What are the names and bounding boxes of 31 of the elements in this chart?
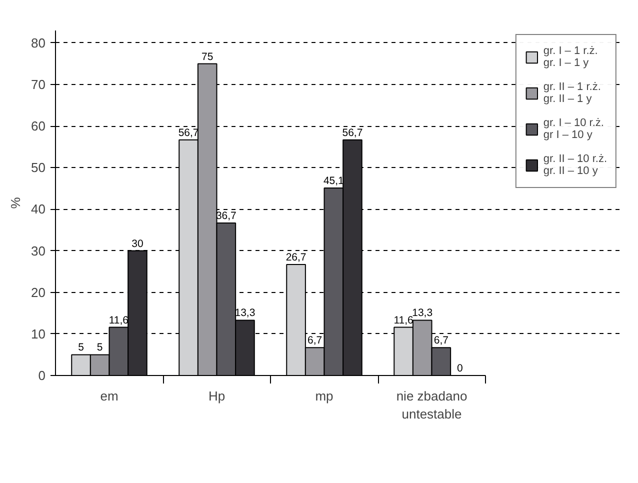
data-label: 11,6 [394, 314, 414, 326]
data-label: 5 [96, 342, 103, 354]
y-tick-label: 20 [31, 284, 46, 300]
data-label: 5 [78, 342, 84, 354]
y-tick-label: 40 [31, 202, 46, 217]
data-label: 6,7 [308, 334, 322, 347]
data-label: 30 [132, 238, 144, 250]
y-tick-label: 60 [31, 118, 46, 134]
legend-label: gr. I – 10 r.ż. gr I – 10 y [543, 116, 604, 143]
data-label: 36,7 [216, 210, 237, 222]
y-tick-label: 0 [38, 368, 46, 383]
data-label: 26,7 [286, 252, 306, 264]
x-tick-label: mp [315, 388, 334, 404]
y-tick-label: 30 [31, 243, 46, 258]
data-label: 0 [457, 362, 464, 374]
y-tick-label: 70 [31, 77, 46, 92]
x-tick-label: nie zbadano untestable [396, 388, 468, 422]
data-label: 75 [202, 50, 214, 63]
legend-label: gr. II – 1 r.ż. gr. II – 1 y [543, 80, 601, 107]
x-tick-label: Hp [208, 388, 226, 404]
legend-label: gr. II – 10 r.ż. gr. II – 10 y [543, 152, 607, 179]
y-tick-label: 80 [31, 35, 46, 50]
x-tick-label: em [100, 388, 118, 404]
data-label: 56,7 [342, 126, 363, 139]
data-label: 13,3 [412, 307, 433, 320]
y-tick-label: 10 [31, 326, 46, 342]
y-axis-title: % [8, 196, 24, 209]
data-label: 13,3 [234, 307, 256, 320]
legend-label: gr. I – 1 r.ż. gr. I – 1 y [543, 44, 598, 71]
y-tick-label: 50 [31, 160, 46, 176]
data-label: 6,7 [434, 334, 449, 347]
